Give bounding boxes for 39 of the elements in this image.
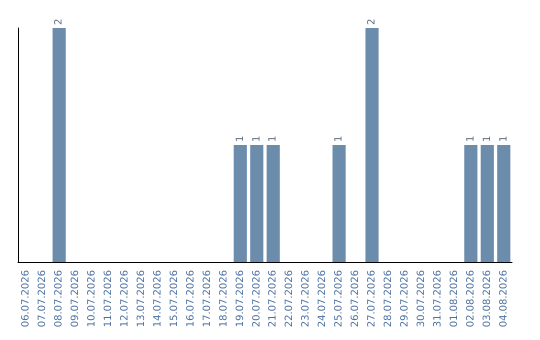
x-tick-label: 09.07.2026 bbox=[70, 270, 82, 328]
x-tick-label: 23.07.2026 bbox=[300, 270, 312, 328]
x-tick-label: 26.07.2026 bbox=[350, 270, 362, 328]
data-label: 1 bbox=[251, 136, 262, 142]
x-tick-label: 25.07.2026 bbox=[334, 270, 345, 328]
x-tick-label: 03.08.2026 bbox=[482, 270, 493, 328]
data-label: 2 bbox=[366, 18, 378, 25]
x-tick-label: 11.07.2026 bbox=[103, 270, 114, 328]
x-tick-label: 17.07.2026 bbox=[202, 270, 213, 328]
x-tick-label: 30.07.2026 bbox=[416, 270, 427, 328]
x-tick-label: 15.07.2026 bbox=[168, 270, 180, 328]
x-tick-label: 31.07.2026 bbox=[432, 270, 444, 328]
data-label: 1 bbox=[234, 136, 246, 142]
x-tick-label: 19.07.2026 bbox=[234, 270, 246, 328]
x-tick-label: 22.07.2026 bbox=[284, 270, 296, 328]
x-tick-label: 10.07.2026 bbox=[86, 270, 98, 328]
x-tick-label: 20.07.2026 bbox=[251, 270, 262, 328]
x-tick-label: 12.07.2026 bbox=[120, 270, 131, 328]
data-label: 2 bbox=[54, 18, 65, 25]
x-tick-label: 18.07.2026 bbox=[218, 270, 230, 328]
x-tick-label: 29.07.2026 bbox=[399, 270, 410, 328]
x-tick-label: 08.07.2026 bbox=[54, 270, 65, 328]
x-tick-label: 07.07.2026 bbox=[37, 270, 48, 328]
x-tick-label: 01.08.2026 bbox=[448, 270, 460, 328]
data-label: 1 bbox=[498, 136, 510, 142]
x-tick-label: 06.07.2026 bbox=[20, 270, 32, 328]
x-tick-label: 04.08.2026 bbox=[498, 270, 510, 328]
x-tick-label: 27.07.2026 bbox=[366, 270, 378, 328]
data-label: 1 bbox=[465, 136, 476, 142]
x-tick-label: 13.07.2026 bbox=[136, 270, 147, 328]
x-tick-label: 24.07.2026 bbox=[317, 270, 328, 328]
x-tick-label: 28.07.2026 bbox=[383, 270, 394, 328]
x-tick-label: 14.07.2026 bbox=[152, 270, 164, 328]
x-tick-label: 02.08.2026 bbox=[465, 270, 476, 328]
x-tick-label: 21.07.2026 bbox=[268, 270, 279, 328]
data-label: 1 bbox=[268, 136, 279, 142]
data-label: 1 bbox=[482, 136, 493, 142]
data-label: 1 bbox=[334, 136, 345, 142]
x-tick-label: 16.07.2026 bbox=[185, 270, 196, 328]
